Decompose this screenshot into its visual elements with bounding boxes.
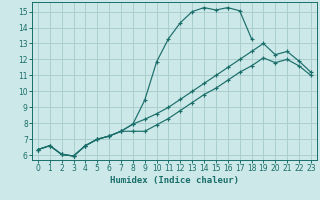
X-axis label: Humidex (Indice chaleur): Humidex (Indice chaleur) [110, 176, 239, 185]
